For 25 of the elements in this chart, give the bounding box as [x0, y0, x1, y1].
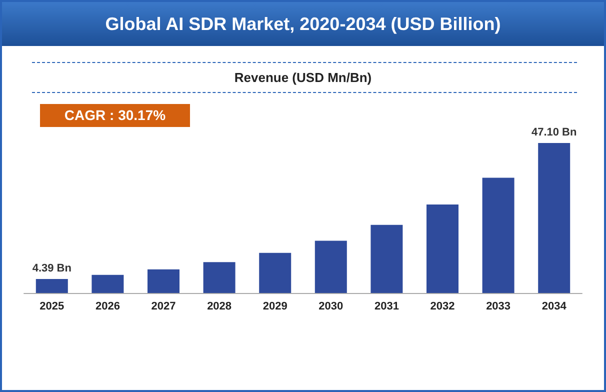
bar: [148, 269, 180, 293]
x-tick-label: 2031: [374, 300, 399, 312]
chart-subtitle: Revenue (USD Mn/Bn): [233, 70, 373, 85]
bar: [314, 240, 347, 293]
bar: [259, 252, 292, 293]
x-tick-label: 2029: [262, 300, 288, 312]
chart-title: Global AI SDR Market, 2020-2034 (USD Billion): [2, 2, 604, 46]
bar: [482, 178, 514, 293]
x-tick-label: 2034: [542, 300, 568, 312]
data-label: 47.10 Bn: [531, 126, 577, 138]
bar: [426, 204, 458, 293]
x-tick-label: 2033: [486, 300, 511, 312]
bar: [36, 279, 68, 293]
x-tick-label: 2030: [318, 300, 344, 312]
bar: [203, 262, 236, 293]
bar: [538, 143, 570, 293]
bar: [370, 224, 403, 293]
bar: [92, 274, 124, 293]
x-tick-label: 2025: [40, 300, 64, 312]
text: CAGR : 30.17%: [40, 104, 190, 127]
x-tick-label: 2026: [95, 300, 120, 312]
x-tick-label: 2032: [430, 300, 455, 312]
data-label: 4.39 Bn: [32, 262, 72, 275]
x-tick-label: 2027: [151, 300, 176, 312]
x-tick-label: 2028: [207, 300, 232, 312]
